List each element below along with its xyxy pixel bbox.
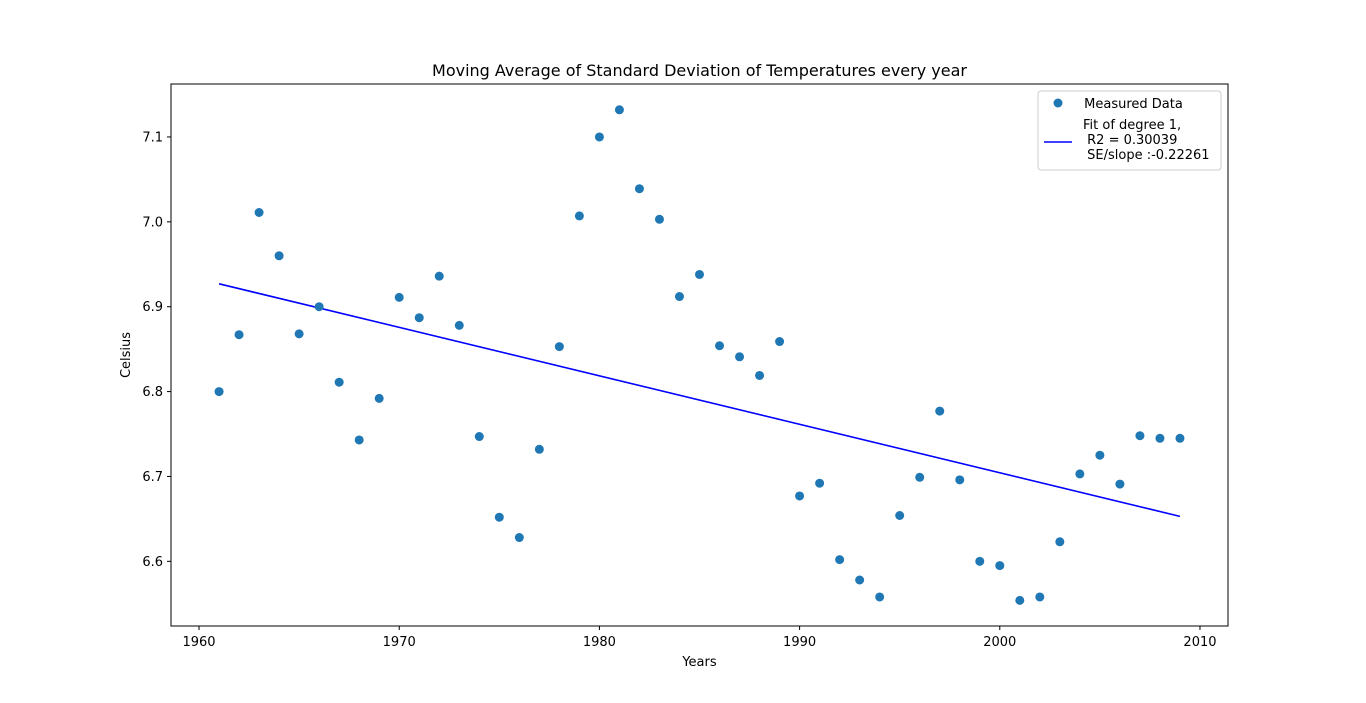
data-point xyxy=(534,444,544,454)
data-point xyxy=(1075,469,1085,479)
x-tick-label: 1960 xyxy=(182,635,215,650)
data-point xyxy=(755,370,765,380)
y-tick-label: 6.6 xyxy=(142,555,163,570)
x-tick-label: 2000 xyxy=(983,635,1016,650)
data-point xyxy=(995,561,1005,571)
data-point xyxy=(454,320,464,330)
legend-label-fit: Fit of degree 1, R2 = 0.30039 SE/slope :… xyxy=(1083,118,1210,163)
data-point xyxy=(895,511,905,520)
data-point xyxy=(594,132,604,142)
fit-line xyxy=(218,283,1181,518)
plot-area xyxy=(171,84,1228,626)
data-point xyxy=(234,330,244,340)
data-point xyxy=(674,292,684,302)
legend-label-fit-line-2: SE/slope :-0.22261 xyxy=(1083,148,1210,163)
x-tick-label: 1990 xyxy=(783,635,816,650)
data-point xyxy=(975,556,985,566)
data-point xyxy=(214,387,224,397)
data-point xyxy=(434,271,444,281)
data-point xyxy=(254,208,264,217)
x-axis-ticks: 1960 1970 1980 1990 2000 2010 xyxy=(182,626,1217,650)
x-tick-label: 1980 xyxy=(583,635,616,650)
data-point xyxy=(654,214,664,224)
data-point xyxy=(915,472,925,482)
legend-label-measured-data: Measured Data xyxy=(1080,97,1183,112)
data-point xyxy=(875,592,885,602)
data-point xyxy=(815,478,825,488)
data-point xyxy=(1095,450,1105,460)
data-point xyxy=(695,269,704,279)
data-point xyxy=(1155,433,1165,443)
data-point xyxy=(835,555,845,565)
data-point xyxy=(935,406,945,416)
data-point xyxy=(1035,592,1045,602)
data-point xyxy=(855,575,865,585)
data-point xyxy=(334,377,344,387)
x-tick-label: 1970 xyxy=(383,635,416,650)
data-point xyxy=(274,251,284,261)
legend-box xyxy=(1037,90,1222,171)
data-point xyxy=(574,211,584,221)
y-tick-label: 6.8 xyxy=(142,385,163,400)
data-point xyxy=(795,491,805,501)
data-point xyxy=(394,292,404,302)
data-point xyxy=(354,435,364,445)
data-point xyxy=(414,313,424,323)
y-axis-ticks: 6.6 6.7 6.8 6.9 7.0 7.1 xyxy=(142,130,171,570)
data-point xyxy=(314,302,324,312)
x-tick-label: 2010 xyxy=(1183,635,1216,650)
y-tick-label: 6.9 xyxy=(142,300,163,315)
data-point xyxy=(614,105,624,115)
data-point xyxy=(554,342,564,352)
legend-label-fit-line-1: R2 = 0.30039 xyxy=(1083,133,1177,148)
y-tick-label: 6.7 xyxy=(142,470,163,485)
data-point xyxy=(374,393,384,403)
x-axis-label: Years xyxy=(681,655,717,670)
data-point xyxy=(494,512,504,522)
legend-marker-measured-data xyxy=(1053,98,1063,108)
plot-frame xyxy=(170,83,1229,627)
data-point xyxy=(634,184,644,194)
chart-marks xyxy=(214,105,1185,605)
data-point xyxy=(514,533,524,543)
data-point xyxy=(1115,479,1125,489)
data-point xyxy=(1055,537,1065,547)
data-point xyxy=(1175,433,1185,443)
data-point xyxy=(294,329,304,339)
data-point xyxy=(1135,431,1145,441)
data-point xyxy=(775,337,785,347)
data-point xyxy=(955,475,965,485)
chart-title: Moving Average of Standard Deviation of … xyxy=(432,61,967,80)
data-point xyxy=(1015,595,1025,605)
data-point xyxy=(474,432,484,442)
y-tick-label: 7.0 xyxy=(142,215,163,230)
legend: Measured Data Fit of degree 1, R2 = 0.30… xyxy=(1037,90,1222,171)
data-point xyxy=(715,341,725,351)
y-axis-label: Celsius xyxy=(119,332,134,378)
data-point xyxy=(735,352,745,362)
y-tick-label: 7.1 xyxy=(142,130,163,145)
legend-label-fit-line-0: Fit of degree 1, xyxy=(1083,118,1181,133)
